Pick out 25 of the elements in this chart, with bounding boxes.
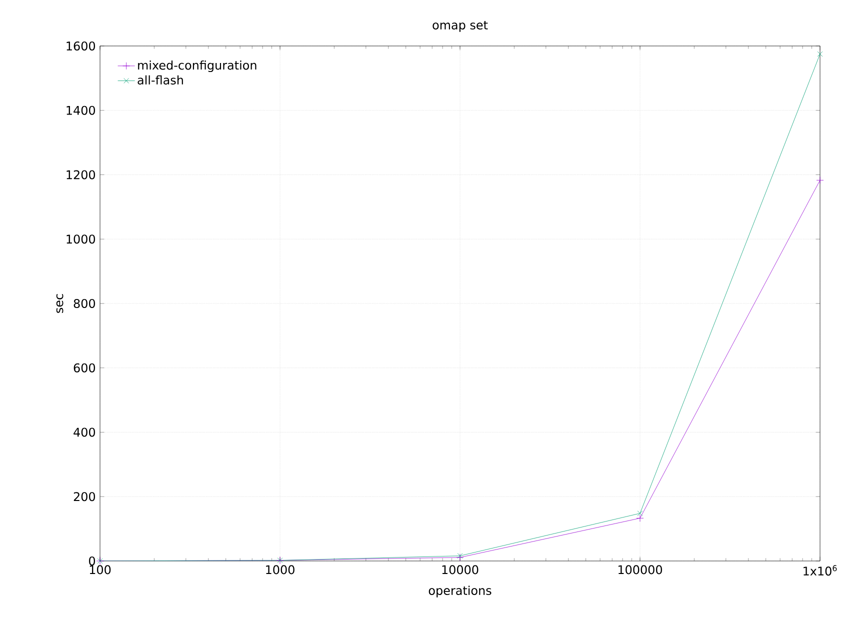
legend-label: mixed-configuration	[138, 60, 256, 72]
point	[817, 51, 823, 57]
y-tick-label: 0	[89, 556, 96, 566]
x-tick-label: 100	[90, 565, 111, 574]
y-tick-label: 1400	[66, 106, 96, 115]
point	[456, 554, 464, 562]
y-tick-label: 400	[74, 428, 96, 437]
y-tick-label: 1200	[66, 170, 96, 180]
point	[816, 176, 824, 184]
x-tick-label: 1x10$^{6}$	[804, 565, 837, 576]
legend-label: all-flash	[138, 75, 183, 85]
x-tick-label: 100000	[618, 565, 662, 574]
point	[637, 510, 643, 516]
y-axis-title: sec	[56, 294, 64, 313]
point	[636, 514, 644, 522]
y-tick-label: 800	[74, 298, 96, 308]
y-tick-label: 600	[74, 363, 96, 372]
y-tick-label: 200	[74, 492, 96, 502]
y-tick-label: 1600	[66, 41, 96, 51]
y-tick-label: 1000	[66, 234, 96, 244]
x-axis-title: operations	[428, 586, 492, 598]
chart-title: omap set	[432, 20, 488, 32]
point	[457, 553, 463, 558]
x-tick-label: 1000	[266, 565, 294, 574]
x-tick-label: 10000	[442, 565, 478, 574]
